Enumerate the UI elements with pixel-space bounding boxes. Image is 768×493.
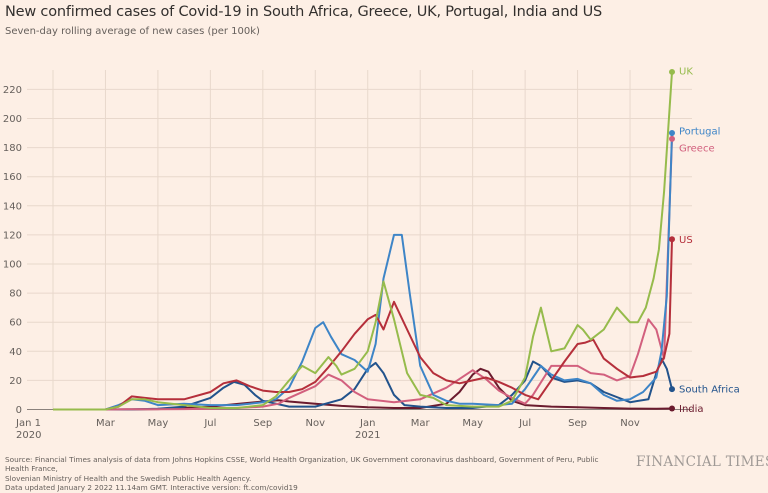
series-end-marker-greece xyxy=(669,135,675,142)
y-tick-label: 0 xyxy=(16,405,22,416)
y-tick-label: 160 xyxy=(3,172,22,183)
y-axis: 0 20 40 60 80 100 120 140 160 180 200 220 xyxy=(3,85,22,416)
x-tick-label: Jul xyxy=(203,418,216,429)
x-tick-label: Sep xyxy=(253,418,272,429)
y-tick-label: 40 xyxy=(9,347,22,358)
line-chart: 0 20 40 60 80 100 120 140 160 180 200 220 Jan 12020… xyxy=(3,66,740,441)
y-tick-label: 220 xyxy=(3,85,22,96)
x-tick-label: Nov xyxy=(620,418,640,429)
series-labels: India South Africa Greece Portugal US UK xyxy=(669,66,740,415)
source-line-2: Slovenian Ministry of Health and the Swe… xyxy=(5,473,252,483)
y-tick-label: 100 xyxy=(3,260,22,271)
series-label-us: US xyxy=(679,235,693,246)
x-tick-sublabel: 2020 xyxy=(16,430,41,441)
series-line-south-africa xyxy=(53,357,673,411)
series-label-greece: Greece xyxy=(679,143,715,154)
series-label-india: India xyxy=(679,404,704,415)
x-tick-label: Nov xyxy=(306,418,326,429)
series-label-south-africa: South Africa xyxy=(679,385,740,396)
series-end-marker-us xyxy=(669,236,675,243)
source-line-3: Data updated January 2 2022 11.14am GMT.… xyxy=(5,483,298,493)
chart-subtitle: Seven-day rolling average of new cases (… xyxy=(5,26,260,37)
series-line-india xyxy=(53,367,673,411)
chart-title: New confirmed cases of Covid-19 in South… xyxy=(5,4,603,20)
series-line-portugal xyxy=(53,133,673,411)
grid xyxy=(27,70,692,410)
y-tick-label: 60 xyxy=(9,318,22,329)
y-tick-label: 180 xyxy=(3,143,22,154)
source-note: Source: Financial Times analysis of data… xyxy=(5,455,605,493)
x-tick-label: May xyxy=(148,418,169,429)
series-label-portugal: Portugal xyxy=(679,127,720,138)
x-tick-label: May xyxy=(462,418,483,429)
x-tick-label: Jan xyxy=(359,418,375,429)
series-line-us xyxy=(53,239,673,411)
series-line-uk xyxy=(53,71,673,411)
series-line-greece xyxy=(53,138,673,411)
series-lines xyxy=(53,71,673,411)
series-end-marker-south-africa xyxy=(669,386,675,393)
x-tick-sublabel: 2021 xyxy=(355,430,380,441)
y-tick-label: 120 xyxy=(3,230,22,241)
x-tick-label: Sep xyxy=(568,418,587,429)
source-line-1: Source: Financial Times analysis of data… xyxy=(5,455,599,474)
series-end-marker-india xyxy=(669,405,675,412)
x-tick-label: Mar xyxy=(96,418,116,429)
y-tick-label: 20 xyxy=(9,376,22,387)
x-tick-label: Mar xyxy=(411,418,431,429)
series-end-marker-portugal xyxy=(669,130,675,137)
y-tick-label: 200 xyxy=(3,114,22,125)
y-tick-label: 80 xyxy=(9,289,22,300)
series-label-uk: UK xyxy=(679,66,693,77)
x-tick-label: Jul xyxy=(518,418,531,429)
financial-times-logo: FINANCIAL TIMES xyxy=(636,454,768,470)
x-tick-label: Jan 1 xyxy=(15,418,41,429)
series-end-marker-uk xyxy=(669,68,675,75)
y-tick-label: 140 xyxy=(3,201,22,212)
